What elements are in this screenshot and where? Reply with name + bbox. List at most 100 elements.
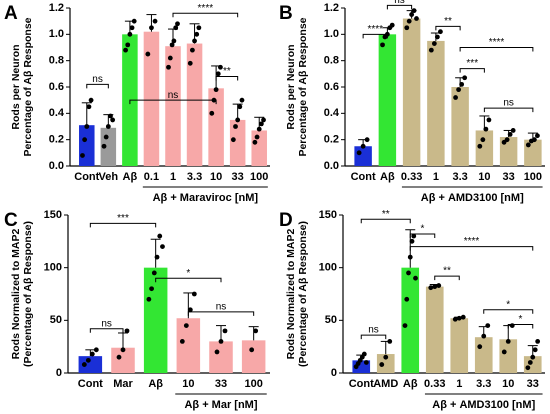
significance-label: **** — [367, 24, 383, 35]
bar — [378, 34, 397, 167]
x-tick-label: 1 — [433, 171, 439, 183]
group-label: Aβ + Mar [nM] — [184, 399, 257, 411]
data-point — [125, 42, 131, 48]
data-point — [171, 38, 177, 44]
significance-label: ns — [503, 98, 514, 109]
significance-bracket — [360, 334, 387, 340]
data-point — [222, 328, 228, 334]
data-point — [456, 315, 462, 321]
x-tick-label: 100 — [524, 171, 542, 183]
x-tick-label: Aβ — [148, 378, 163, 390]
bar — [425, 286, 444, 373]
bar — [143, 267, 168, 373]
bar — [111, 347, 135, 373]
y-tick-label: 1.2 — [324, 2, 339, 14]
significance-label: ns — [101, 318, 112, 329]
x-tick-label: AMD — [373, 378, 398, 390]
data-point — [237, 104, 243, 110]
data-point — [179, 339, 185, 344]
significance-bracket — [155, 277, 222, 283]
y-tick-label: 50 — [50, 314, 62, 326]
significance-label: ns — [368, 325, 379, 336]
data-point — [409, 238, 415, 244]
data-point — [145, 51, 151, 57]
data-point — [194, 31, 200, 37]
data-point — [160, 244, 165, 249]
x-tick-label: 100 — [244, 378, 262, 390]
bar — [376, 354, 395, 373]
data-point — [507, 132, 513, 137]
x-tick-label: 10 — [182, 378, 194, 390]
data-point — [453, 95, 458, 100]
data-point — [261, 117, 266, 123]
data-point — [175, 21, 180, 27]
data-point — [169, 42, 175, 48]
significance-label: ns — [216, 302, 227, 313]
x-tick-label: Mar — [113, 378, 133, 390]
data-point — [254, 134, 260, 140]
significance-label: ** — [223, 66, 231, 77]
data-point — [187, 60, 193, 66]
data-point — [406, 270, 411, 276]
data-point — [485, 323, 491, 328]
y-tick-label: 50 — [325, 314, 337, 326]
bar — [354, 146, 372, 166]
data-point — [406, 18, 412, 24]
data-point — [407, 254, 413, 260]
y-tick-label: 100 — [319, 262, 337, 274]
y-tick-label: 1.0 — [49, 28, 64, 40]
y-tick-label: 0 — [331, 367, 337, 379]
data-point — [356, 150, 362, 156]
data-point — [187, 307, 193, 313]
group-label: Aβ + AMD3100 [nM] — [432, 399, 535, 411]
y-axis-label: Rods per Neuron — [285, 44, 297, 129]
data-point — [196, 25, 202, 31]
data-point — [379, 362, 385, 367]
y-axis-label: Rods Normalized to MAP2 — [285, 229, 297, 360]
significance-bracket — [459, 68, 485, 73]
data-point — [249, 347, 255, 353]
bar — [186, 43, 203, 166]
bar — [450, 318, 469, 373]
significance-label: ns — [92, 74, 103, 85]
data-point — [82, 137, 88, 143]
significance-bracket — [409, 233, 436, 238]
significance-label: * — [186, 268, 190, 279]
x-tick-label: Veh — [99, 171, 119, 183]
significance-bracket — [386, 4, 413, 10]
data-point — [409, 12, 415, 17]
significance-bracket — [507, 324, 534, 329]
significance-label: *** — [117, 213, 129, 224]
significance-bracket — [129, 99, 217, 105]
bar — [229, 119, 246, 166]
panel: A Rods per Neuron Percentage of Aβ Respons… — [4, 2, 270, 204]
y-tick-label: 0.2 — [324, 134, 339, 146]
x-tick-label: 100 — [250, 171, 268, 183]
y-tick-label: 0.6 — [324, 81, 339, 93]
data-point — [239, 97, 245, 103]
data-point — [230, 137, 236, 143]
x-tick-label: 3.3 — [476, 378, 491, 390]
data-point — [411, 233, 417, 239]
significance-label: * — [506, 299, 510, 310]
data-point — [531, 137, 537, 143]
data-point — [431, 41, 437, 46]
data-point — [93, 347, 99, 353]
data-point — [411, 8, 417, 14]
bar — [475, 130, 494, 166]
data-point — [149, 25, 154, 31]
data-point — [462, 75, 468, 81]
bar — [208, 88, 224, 166]
y-tick-label: 0.4 — [324, 107, 340, 119]
significance-label: * — [421, 224, 425, 235]
significance-bracket — [459, 47, 534, 52]
bar — [451, 87, 469, 166]
significance-bracket — [435, 25, 461, 31]
significance-bracket — [187, 311, 255, 316]
data-point — [510, 128, 516, 133]
data-point — [190, 47, 195, 53]
data-point — [527, 360, 533, 365]
data-point — [233, 124, 238, 129]
significance-label: * — [519, 314, 523, 325]
